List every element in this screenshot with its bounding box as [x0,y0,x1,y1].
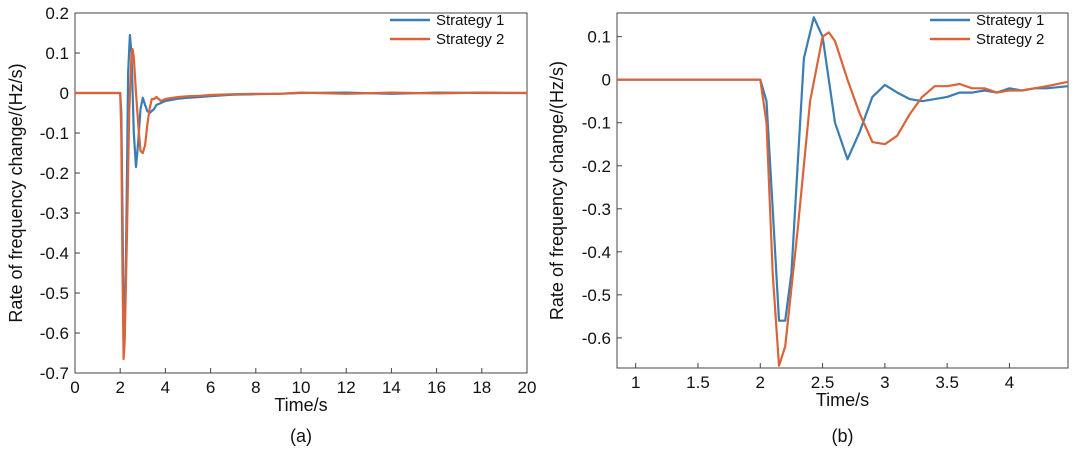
y-tick-label: -0.2 [40,164,69,183]
y-tick-label: -0.6 [40,324,69,343]
x-tick-label: 10 [292,378,311,397]
y-tick-label: -0.3 [40,204,69,223]
x-tick-label: 8 [251,378,260,397]
legend-label-strategy-1: Strategy 1 [976,12,1044,29]
x-tick-label: 3.5 [935,373,959,392]
panel-caption: (a) [290,426,312,446]
y-tick-label: 0 [602,71,611,90]
legend: Strategy 1 Strategy 2 [390,12,504,48]
y-tick-label: 0.2 [45,4,69,23]
chart-b: 1 1.5 2 2.5 3 3.5 4 0.1 0 -0.1 -0.2 -0.3 -0.4 -0.5 -0.… [547,12,1069,446]
series-line-strategy-2 [617,31,1069,367]
y-tick-label: -0.1 [40,124,69,143]
legend-label-strategy-2: Strategy 2 [436,31,504,48]
x-tick-label: 0 [70,378,79,397]
x-tick-label: 2 [756,373,765,392]
y-tick-label: -0.6 [582,329,611,348]
x-tick-label: 4 [1005,373,1014,392]
x-axis-label: Time/s [274,395,327,415]
x-tick-label: 1 [631,373,640,392]
y-tick-label: 0.1 [587,28,611,47]
x-tick-label: 12 [337,378,356,397]
x-axis-label: Time/s [816,390,869,410]
x-tick-label: 4 [161,378,170,397]
x-tick-label: 1.5 [686,373,710,392]
y-tick-label: 0 [60,84,69,103]
y-tick-label: -0.3 [582,200,611,219]
panel-caption: (b) [832,426,854,446]
x-tick-label: 14 [382,378,401,397]
legend-label-strategy-2: Strategy 2 [976,31,1044,48]
x-tick-label: 2.5 [811,373,835,392]
series-line-strategy-2 [75,47,528,361]
y-tick-label: -0.7 [40,364,69,383]
x-tick-label: 16 [427,378,446,397]
y-tick-label: -0.2 [582,157,611,176]
chart-a: 0 2 4 6 8 10 12 14 16 18 20 0.2 0.1 0 -0.1 -0.2 -0.3 -0.4… [6,4,536,446]
y-tick-label: -0.4 [582,243,611,262]
y-tick-label: -0.4 [40,244,69,263]
y-tick-label: 0.1 [45,44,69,63]
x-tick-label: 3 [880,373,889,392]
plot-area-frame [616,12,1069,369]
x-tick-label: 20 [518,378,537,397]
y-axis-label: Rate of frequency change/(Hz/s) [6,63,26,322]
x-tick-label: 18 [472,378,491,397]
x-tick-label: 2 [115,378,124,397]
legend-label-strategy-1: Strategy 1 [436,12,504,29]
x-tick-label: 6 [206,378,215,397]
legend: Strategy 1 Strategy 2 [930,12,1044,48]
y-tick-label: -0.5 [582,286,611,305]
y-tick-label: -0.1 [582,114,611,133]
y-axis-label: Rate of frequency change/(Hz/s) [547,61,567,320]
y-tick-label: -0.5 [40,284,69,303]
